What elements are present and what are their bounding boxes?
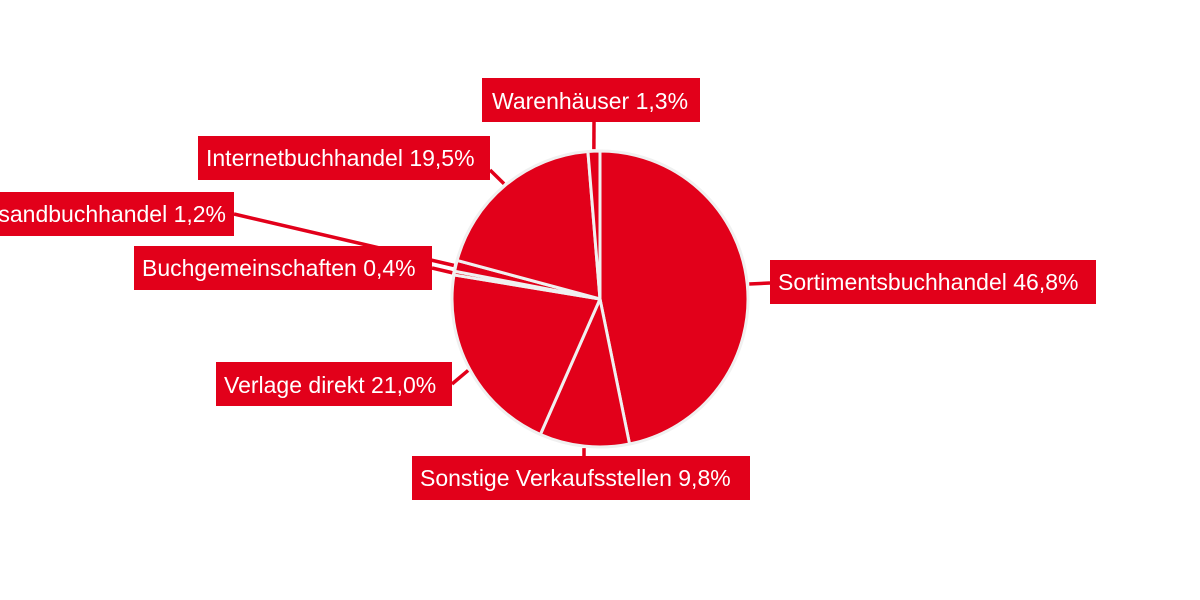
pie-slice	[455, 149, 602, 301]
slice-label-versandbuchhandel: Versandbuchhandel 1,2%	[0, 192, 234, 236]
label-box	[134, 246, 432, 290]
pie-slices	[450, 149, 750, 449]
slice-label-internetbuchhandel: Internetbuchhandel 19,5%	[198, 136, 490, 180]
label-text: Sonstige Verkaufsstellen 9,8%	[420, 465, 731, 491]
slice-label-buchgemeinschaften: Buchgemeinschaften 0,4%	[134, 246, 432, 290]
leader-line	[488, 168, 506, 185]
slice-label-verlage-direkt: Verlage direkt 21,0%	[216, 362, 452, 406]
slice-labels: Sortimentsbuchhandel 46,8% Sonstige Verk…	[0, 78, 1096, 500]
pie-slice	[450, 273, 602, 436]
label-box	[770, 260, 1096, 304]
label-box	[216, 362, 452, 406]
slice-label-warenhaeuser: Warenhäuser 1,3%	[482, 78, 700, 122]
label-text: Warenhäuser 1,3%	[492, 88, 688, 114]
leader-line	[749, 281, 771, 286]
label-text: Buchgemeinschaften 0,4%	[142, 255, 416, 281]
label-text: Verlage direkt 21,0%	[224, 372, 436, 398]
pie-slice	[538, 297, 632, 449]
slice-label-sortimentsbuchhandel: Sortimentsbuchhandel 46,8%	[770, 260, 1096, 304]
label-box	[0, 192, 234, 236]
label-text: Sortimentsbuchhandel 46,8%	[778, 269, 1078, 295]
label-text: Versandbuchhandel 1,2%	[0, 201, 226, 227]
label-box	[198, 136, 490, 180]
label-box	[482, 78, 700, 122]
pie-slice	[586, 149, 602, 301]
leader-line	[450, 369, 470, 386]
label-text: Internetbuchhandel 19,5%	[206, 145, 475, 171]
slice-label-sonstige-verkaufsstellen: Sonstige Verkaufsstellen 9,8%	[412, 456, 750, 500]
leader-line	[431, 266, 453, 275]
pie-slice	[598, 149, 750, 446]
label-box	[412, 456, 750, 500]
